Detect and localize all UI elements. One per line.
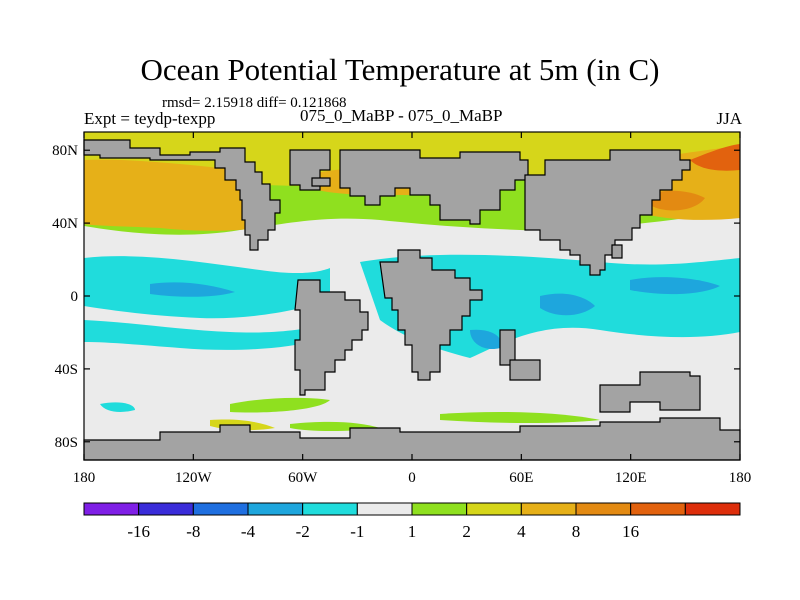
colorbar-label: 16 xyxy=(622,522,639,541)
colorbar-swatch xyxy=(684,502,741,516)
field-blue-indian-b xyxy=(630,277,720,295)
colorbar-swatch xyxy=(466,502,522,516)
colorbar-swatch xyxy=(192,502,249,516)
colorbar: -16 -8 -4 -2 -1 1 2 4 8 16 xyxy=(83,502,741,541)
colorbar-swatch xyxy=(247,502,304,516)
x-tick-label: 120W xyxy=(175,470,213,486)
x-axis: 180 120W 60W 0 60E 120E 180 xyxy=(73,132,752,486)
x-tick-label: 180 xyxy=(729,470,752,486)
landmass-europe xyxy=(339,149,529,225)
colorbar-swatch xyxy=(138,502,194,516)
y-tick-label: 40S xyxy=(55,362,78,378)
experiment-name: 075_0_MaBP - 075_0_MaBP xyxy=(300,106,503,125)
colorbar-swatch xyxy=(575,502,632,516)
landmass-iceland xyxy=(311,177,331,187)
x-tick-label: 60W xyxy=(288,470,318,486)
y-tick-label: 0 xyxy=(71,289,79,305)
landmass-kerguelen xyxy=(509,359,541,381)
chart-title: Ocean Potential Temperature at 5m (in C) xyxy=(140,52,660,87)
colorbar-label: 1 xyxy=(408,522,417,541)
stats-label: rmsd= 2.15918 diff= 0.121868 xyxy=(162,95,347,111)
field-cyan-southpacific xyxy=(84,320,320,350)
colorbar-swatch xyxy=(356,502,413,516)
colorbar-label: 8 xyxy=(572,522,581,541)
x-tick-label: 0 xyxy=(408,470,416,486)
season-label: JJA xyxy=(716,109,742,128)
landmass-taiwan xyxy=(611,244,623,259)
field-red-east xyxy=(690,144,740,171)
field-blue-pacific xyxy=(150,282,235,297)
colorbar-label: 2 xyxy=(462,522,471,541)
colorbar-label: -8 xyxy=(186,522,200,541)
field-blue-indian-a xyxy=(540,293,595,316)
colorbar-swatch xyxy=(520,502,577,516)
landmass-antarctica xyxy=(83,417,741,461)
colorbar-label: -16 xyxy=(127,522,150,541)
colorbar-swatch xyxy=(630,502,686,516)
colorbar-label: -2 xyxy=(296,522,310,541)
field-blue-indian-c xyxy=(470,329,501,350)
x-tick-label: 60E xyxy=(509,470,533,486)
y-tick-label: 80N xyxy=(52,143,78,159)
y-tick-label: 40N xyxy=(52,216,78,232)
experiment-label: Expt = teydp-texpp xyxy=(84,109,216,128)
landmass-north-america xyxy=(83,139,281,251)
land-masses xyxy=(83,139,741,461)
field-darkorange-east xyxy=(650,190,705,211)
colorbar-swatch xyxy=(302,502,358,516)
landmass-south-america xyxy=(294,279,369,396)
colorbar-label: -1 xyxy=(350,522,364,541)
x-tick-label: 120E xyxy=(615,470,647,486)
colorbar-swatch xyxy=(411,502,468,516)
y-tick-label: 80S xyxy=(55,435,78,451)
field-green-south-b xyxy=(440,412,600,423)
landmass-asia xyxy=(524,149,691,276)
y-axis: 80N 40N 0 40S 80S xyxy=(52,143,740,451)
colorbar-swatch xyxy=(83,502,140,516)
colorbar-label: 4 xyxy=(517,522,526,541)
colorbar-label: -4 xyxy=(241,522,256,541)
field-green-south-a xyxy=(230,397,330,413)
landmass-africa xyxy=(379,249,483,381)
field-cyan-south xyxy=(100,402,135,412)
x-tick-label: 180 xyxy=(73,470,96,486)
landmass-australia xyxy=(599,371,701,413)
